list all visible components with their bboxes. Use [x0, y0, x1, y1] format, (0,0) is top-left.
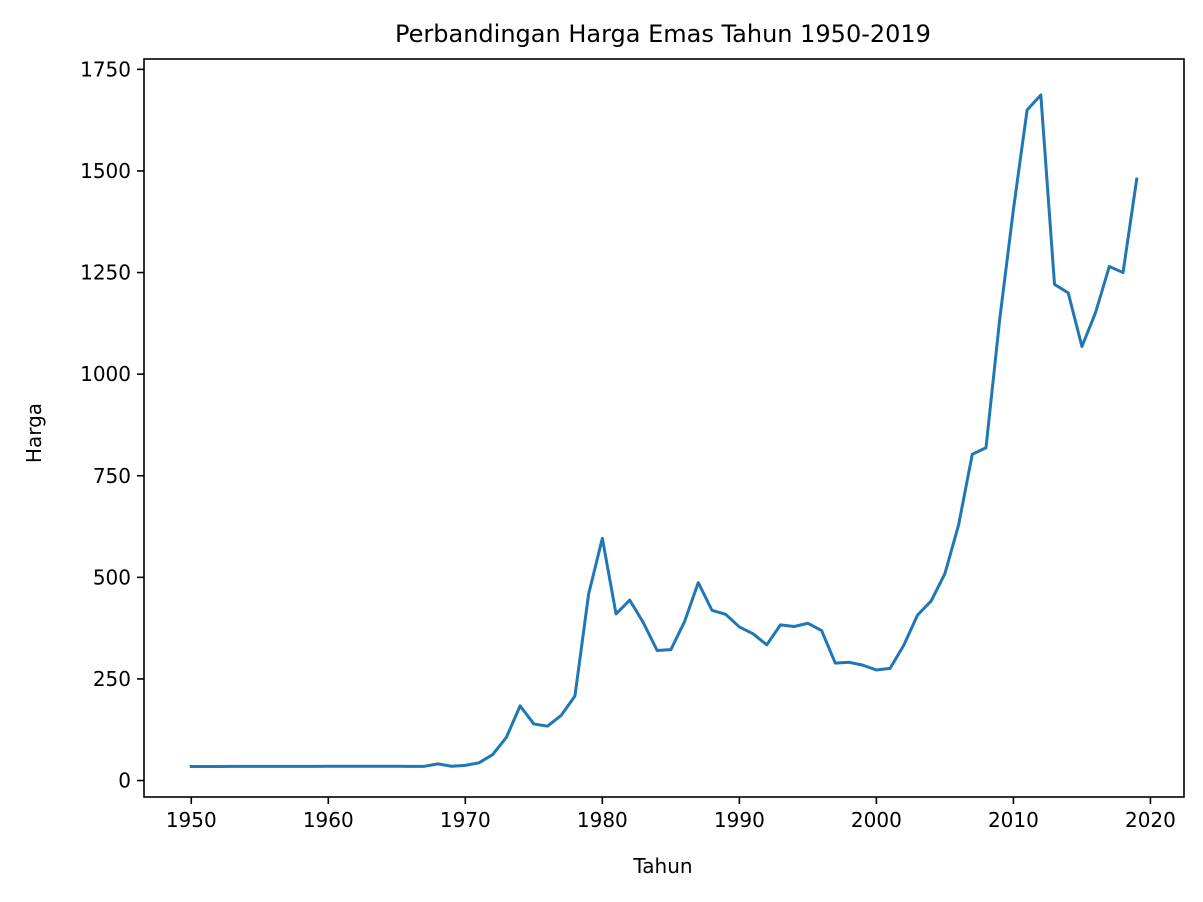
series-line-0 [189, 93, 1139, 768]
y-tick-label: 1750 [80, 57, 131, 81]
x-tick-label: 2020 [1125, 808, 1176, 832]
y-tick-label: 0 [118, 769, 131, 793]
y-axis-label: Harga [22, 403, 46, 463]
chart-title: Perbandingan Harga Emas Tahun 1950-2019 [395, 20, 931, 48]
x-tick-label: 1980 [577, 808, 628, 832]
x-axis-label: Tahun [632, 854, 692, 878]
x-tick-label: 1970 [440, 808, 491, 832]
plot-area: 1950 1960 1970 1980 1990 2000 2010 2020 0 250 500 7… [80, 57, 1185, 832]
y-tick-label: 1500 [80, 159, 131, 183]
x-tick-label: 1960 [303, 808, 354, 832]
y-tick-label: 750 [93, 464, 131, 488]
plot-frame [143, 58, 1185, 798]
y-tick-label: 500 [93, 565, 131, 589]
y-tick-label: 1000 [80, 362, 131, 386]
x-tick-label: 2000 [851, 808, 902, 832]
y-tick-label: 250 [93, 667, 131, 691]
x-tick-label: 1950 [166, 808, 217, 832]
y-tick-label: 1250 [80, 261, 131, 285]
x-tick-label: 2010 [988, 808, 1039, 832]
x-tick-label: 1990 [714, 808, 765, 832]
